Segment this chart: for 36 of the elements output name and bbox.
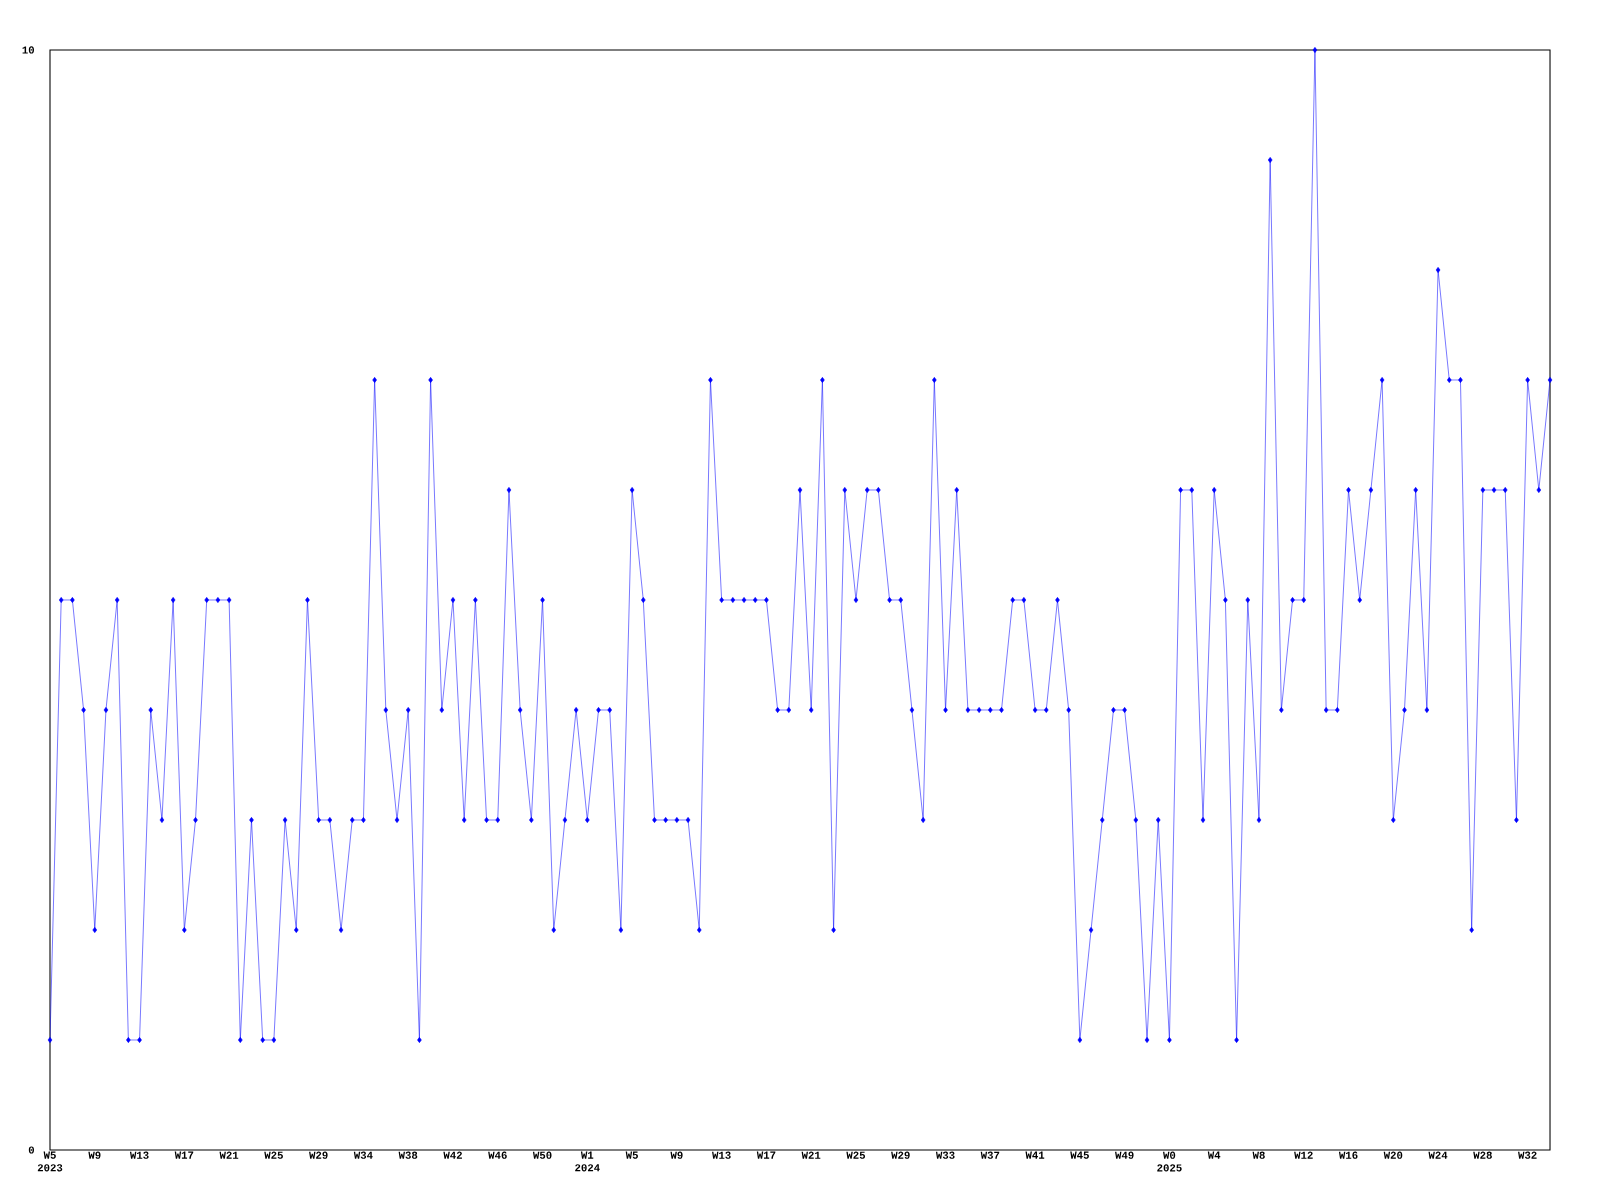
x-tick-label: W4 bbox=[1207, 1151, 1221, 1159]
x-tick-label: W45 bbox=[1070, 1151, 1089, 1159]
x-tick-label: W32 bbox=[1518, 1151, 1537, 1159]
x-tick-label: W13 bbox=[129, 1151, 149, 1159]
x-tick-label: W29 bbox=[309, 1151, 328, 1159]
x-tick-label: W42 bbox=[443, 1151, 462, 1159]
x-tick-label: W5 2023 bbox=[37, 1151, 63, 1172]
x-tick-label: W8 bbox=[1252, 1151, 1265, 1159]
x-tick-label: W37 bbox=[980, 1151, 1000, 1159]
x-tick-label: W33 bbox=[935, 1151, 955, 1159]
x-tick-label: W5 bbox=[625, 1151, 638, 1159]
x-tick-label: W17 bbox=[174, 1151, 194, 1159]
x-tick-label: W1 2024 bbox=[575, 1151, 600, 1172]
x-tick-label: W24 bbox=[1428, 1151, 1448, 1159]
x-tick-label: W41 bbox=[1025, 1151, 1045, 1159]
y-tick-label: 0 bbox=[28, 1146, 35, 1154]
x-tick-label: W25 bbox=[846, 1151, 866, 1159]
x-tick-label: W21 bbox=[219, 1151, 239, 1159]
x-tick-label: W17 bbox=[756, 1151, 776, 1159]
x-tick-label: W12 bbox=[1294, 1151, 1313, 1159]
y-tick-label: 10 bbox=[22, 46, 35, 54]
x-tick-label: W49 bbox=[1115, 1151, 1134, 1159]
x-tick-label: W9 bbox=[88, 1151, 101, 1159]
x-tick-label: W38 bbox=[398, 1151, 418, 1159]
x-tick-label: W0 2025 bbox=[1157, 1151, 1182, 1172]
x-tick-label: W25 bbox=[264, 1151, 283, 1159]
x-tick-label: W20 bbox=[1383, 1151, 1403, 1159]
x-tick-label: W28 bbox=[1473, 1151, 1492, 1159]
x-tick-label: W46 bbox=[488, 1151, 507, 1159]
x-tick-label: W29 bbox=[891, 1151, 910, 1159]
x-tick-label: W34 bbox=[353, 1151, 373, 1159]
x-tick-label: W50 bbox=[532, 1151, 552, 1159]
x-tick-label: W16 bbox=[1338, 1151, 1358, 1159]
x-tick-label: W13 bbox=[712, 1151, 731, 1159]
x-tick-label: W9 bbox=[670, 1151, 683, 1159]
x-tick-label: W21 bbox=[801, 1151, 821, 1159]
